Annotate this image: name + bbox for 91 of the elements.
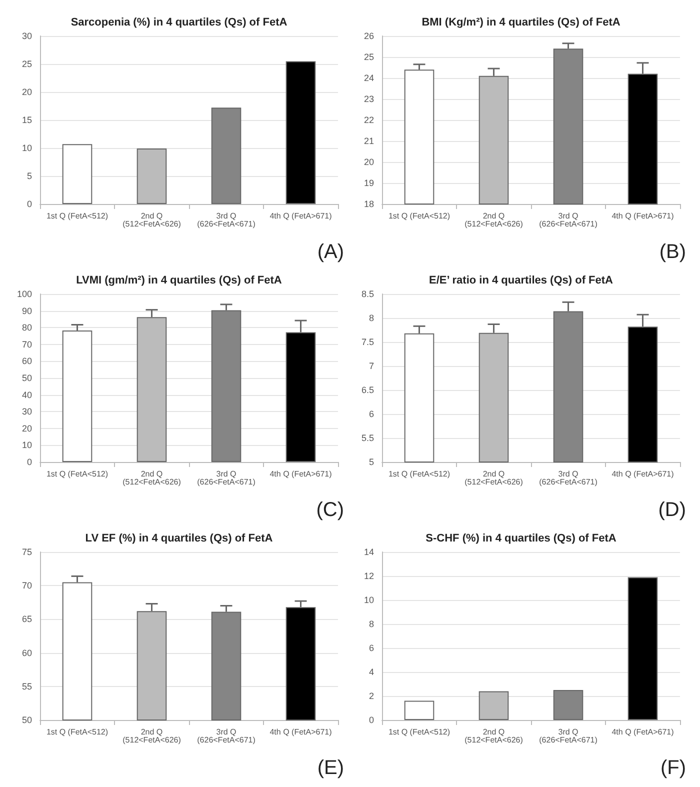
bar — [62, 144, 92, 204]
x-tick-label: 2nd Q (512<FetA<626) — [464, 212, 524, 228]
y-tick-label: 80 — [22, 322, 32, 333]
x-tick-label: 3rd Q (626<FetA<671) — [539, 212, 598, 228]
x-tick-label: 4th Q (FetA>671) — [270, 470, 332, 478]
y-tick-label: 50 — [22, 715, 32, 725]
y-tick-label: 8 — [368, 619, 374, 629]
chart-title: LVMI (gm/m²) in 4 quartiles (Qs) of FetA — [76, 274, 282, 286]
y-tick-label: 0 — [26, 199, 32, 209]
y-tick-label: 6.5 — [361, 385, 374, 395]
x-tick-label: 4th Q (FetA>671) — [612, 470, 674, 478]
x-tick-label: 1st Q (FetA<512) — [388, 470, 450, 478]
bar — [628, 577, 658, 720]
y-tick-label: 20 — [364, 157, 374, 167]
y-tick-label: 24 — [364, 73, 374, 83]
x-tick-label: 2nd Q (512<FetA<626) — [464, 728, 524, 744]
y-tick-label: 0 — [368, 715, 374, 725]
y-tick-label: 4 — [368, 667, 374, 677]
chart-title: LV EF (%) in 4 quartiles (Qs) of FetA — [85, 532, 273, 544]
y-tick-label: 14 — [364, 547, 374, 557]
y-tick-label: 55 — [22, 681, 32, 692]
chart-title: Sarcopenia (%) in 4 quartiles (Qs) of FetA — [70, 16, 288, 28]
y-tick-label: 7.5 — [361, 337, 374, 347]
y-tick-label: 6 — [368, 643, 374, 653]
x-tick-label: 4th Q (FetA>671) — [612, 728, 674, 736]
y-tick-label: 22 — [364, 115, 374, 125]
y-tick-label: 12 — [364, 571, 374, 581]
x-tick-label: 3rd Q (626<FetA<671) — [539, 728, 598, 744]
y-tick-label: 8.5 — [361, 289, 374, 299]
x-tick-label: 2nd Q (512<FetA<626) — [464, 470, 524, 486]
x-tick-label: 3rd Q (626<FetA<671) — [197, 470, 256, 486]
y-tick-label: 23 — [364, 94, 374, 104]
y-tick-label: 0 — [26, 457, 32, 467]
x-tick-label: 1st Q (FetA<512) — [46, 728, 108, 736]
y-tick-label: 15 — [22, 115, 32, 125]
y-tick-label: 2 — [368, 691, 374, 701]
y-tick-label: 5.5 — [361, 433, 374, 443]
y-tick-label: 90 — [22, 306, 32, 316]
x-tick-label: 1st Q (FetA<512) — [46, 470, 108, 478]
y-tick-label: 10 — [22, 143, 32, 153]
y-tick-label: 20 — [22, 87, 32, 97]
y-tick-label: 30 — [22, 31, 32, 41]
y-tick-label: 10 — [22, 440, 32, 450]
x-tick-label: 4th Q (FetA>671) — [270, 212, 332, 220]
y-tick-label: 50 — [22, 373, 32, 383]
y-tick-label: 6 — [368, 409, 374, 419]
y-tick-label: 70 — [22, 339, 32, 350]
x-tick-label: 2nd Q (512<FetA<626) — [122, 212, 182, 228]
y-tick-label: 60 — [22, 648, 32, 658]
y-tick-label: 8 — [368, 313, 374, 323]
bar — [553, 690, 584, 720]
y-tick-label: 40 — [22, 390, 32, 400]
bar — [404, 700, 434, 720]
x-tick-label: 1st Q (FetA<512) — [46, 212, 108, 220]
y-tick-label: 19 — [364, 178, 374, 188]
y-tick-label: 30 — [22, 406, 32, 417]
y-tick-label: 70 — [22, 580, 32, 591]
y-tick-label: 25 — [22, 59, 32, 69]
text: (A) — [317, 241, 344, 263]
x-tick-label: 4th Q (FetA>671) — [270, 728, 332, 736]
text: (E) — [317, 757, 344, 779]
y-tick-label: 60 — [22, 356, 32, 366]
y-tick-label: 5 — [368, 457, 374, 467]
y-tick-label: 100 — [16, 289, 32, 299]
text: (C) — [316, 499, 344, 521]
chart-title: BMI (Kg/m²) in 4 quartiles (Qs) of FetA — [422, 16, 620, 28]
y-tick-label: 65 — [22, 614, 32, 624]
y-tick-label: 26 — [364, 31, 374, 41]
x-tick-label: 3rd Q (626<FetA<671) — [539, 470, 598, 486]
bar — [286, 61, 316, 204]
chart-title: E/E’ ratio in 4 quartiles (Qs) of FetA — [429, 274, 614, 286]
y-tick-label: 75 — [22, 547, 32, 557]
y-tick-label: 18 — [364, 199, 374, 209]
x-tick-label: 3rd Q (626<FetA<671) — [197, 728, 256, 744]
x-tick-label: 3rd Q (626<FetA<671) — [197, 212, 256, 228]
x-tick-label: 1st Q (FetA<512) — [388, 728, 450, 736]
text: (D) — [658, 499, 686, 521]
y-tick-label: 20 — [22, 423, 32, 434]
chart-title: S-CHF (%) in 4 quartiles (Qs) of FetA — [426, 532, 616, 544]
text: (B) — [659, 241, 686, 263]
text: (F) — [660, 757, 686, 779]
y-tick-label: 5 — [26, 171, 32, 181]
y-tick-label: 7 — [368, 361, 374, 371]
bar — [211, 108, 242, 204]
x-tick-label: 2nd Q (512<FetA<626) — [122, 470, 182, 486]
y-tick-label: 25 — [364, 52, 374, 62]
y-tick-label: 21 — [364, 136, 374, 146]
x-tick-label: 4th Q (FetA>671) — [612, 212, 674, 220]
y-tick-label: 10 — [364, 595, 374, 605]
x-tick-label: 1st Q (FetA<512) — [388, 212, 450, 220]
x-tick-label: 2nd Q (512<FetA<626) — [122, 728, 182, 744]
